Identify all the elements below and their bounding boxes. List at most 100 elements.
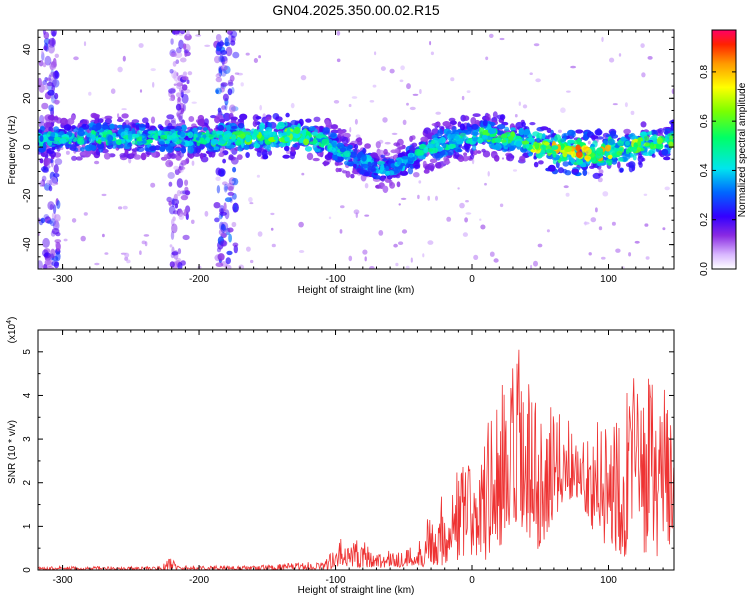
heat-cell <box>380 154 386 158</box>
heat-cell <box>456 148 463 153</box>
heat-cell <box>214 217 220 223</box>
heat-cell <box>632 154 637 161</box>
heat-cell <box>293 132 301 139</box>
x-tick-label: 100 <box>600 274 617 285</box>
heat-cell <box>563 185 569 189</box>
heat-cell <box>629 153 634 157</box>
heat-cell <box>44 252 49 258</box>
heat-cell <box>477 137 484 144</box>
heat-cell <box>364 256 367 262</box>
heat-cell <box>234 72 240 75</box>
heat-cell <box>575 129 584 134</box>
heat-cell <box>540 144 547 150</box>
heat-cell <box>643 193 648 196</box>
snr-x-ticks: -300 -200 -100 0 100 <box>53 330 664 586</box>
heat-cell <box>304 146 313 152</box>
heat-cell <box>210 138 216 146</box>
heat-cell <box>663 130 669 135</box>
heat-cell <box>422 253 425 258</box>
heat-cell <box>227 186 234 192</box>
heat-cell <box>536 137 541 143</box>
heat-cell <box>180 57 187 63</box>
heat-cell <box>587 140 591 145</box>
heat-cell <box>610 134 619 139</box>
heat-cell <box>377 160 385 165</box>
heat-cell <box>102 131 108 135</box>
heat-cell <box>354 144 359 150</box>
heat-cell <box>396 181 401 188</box>
heat-cell <box>58 130 65 136</box>
heat-cell <box>54 214 61 222</box>
heat-cell <box>472 144 477 151</box>
heat-cell <box>179 30 186 35</box>
heat-cell <box>70 114 76 121</box>
heat-cell <box>186 79 190 84</box>
colorbar-tick-label: 0.8 <box>699 64 710 78</box>
heat-cell <box>423 169 430 174</box>
heat-cell <box>167 172 175 179</box>
heat-cell <box>518 101 521 106</box>
heat-cell <box>493 258 499 263</box>
heat-cell <box>227 88 233 96</box>
heat-cell <box>227 191 235 196</box>
heat-cell <box>81 124 90 130</box>
heat-cell <box>55 241 59 248</box>
heat-cell <box>328 132 337 138</box>
heat-cell <box>117 116 122 123</box>
heat-cell <box>496 114 505 120</box>
heat-cell <box>546 229 550 233</box>
heat-cell <box>94 262 100 266</box>
heat-cell <box>612 103 618 106</box>
heat-cell <box>369 266 375 269</box>
heat-cell <box>284 136 290 142</box>
heat-cell <box>218 229 224 236</box>
heat-cell <box>46 148 55 155</box>
heat-cell <box>510 127 516 132</box>
heat-cell <box>528 153 533 157</box>
heat-cell <box>191 101 197 104</box>
heat-cell <box>420 136 429 143</box>
heat-cell <box>496 124 506 130</box>
heat-cell <box>565 192 570 197</box>
heat-cell <box>222 181 228 186</box>
heat-cell <box>319 126 324 133</box>
heat-cell <box>175 79 182 86</box>
heat-cell <box>177 96 181 102</box>
y-tick-label: 2 <box>22 480 33 486</box>
heat-cell <box>617 161 621 169</box>
heat-cell <box>342 170 348 174</box>
heat-cell <box>300 75 307 81</box>
heat-cell <box>172 30 181 35</box>
heat-cell <box>75 156 83 161</box>
heat-cell <box>595 207 598 213</box>
heat-cell <box>618 53 622 57</box>
heat-cell <box>465 140 473 144</box>
heat-cell <box>171 223 178 234</box>
heat-cell <box>610 149 616 154</box>
heat-cell <box>59 117 68 126</box>
snr-y-scale-close: ) <box>7 317 18 320</box>
heat-cell <box>380 163 385 172</box>
heat-cell <box>231 125 238 130</box>
heat-cell <box>590 217 597 223</box>
snr-y-scale-base: (x10 <box>7 323 18 343</box>
heat-cell <box>266 144 272 152</box>
heat-cell <box>157 130 162 136</box>
heat-cell <box>575 150 583 158</box>
heat-cell <box>131 119 140 124</box>
heat-cell <box>601 36 604 43</box>
heat-cell <box>576 159 584 165</box>
spectrogram-x-label: Height of straight line (km) <box>298 285 415 296</box>
heat-cell <box>355 134 361 138</box>
heat-cell <box>395 142 401 148</box>
heat-cell <box>54 219 59 228</box>
y-tick-label: -40 <box>22 237 33 252</box>
heat-cell <box>442 121 451 127</box>
heat-cell <box>50 248 56 259</box>
heat-cell <box>226 124 231 132</box>
heat-cell <box>378 169 383 174</box>
heat-cell <box>303 138 310 146</box>
heat-cell <box>215 87 222 95</box>
heat-cell <box>49 136 54 142</box>
heat-cell <box>590 135 599 140</box>
